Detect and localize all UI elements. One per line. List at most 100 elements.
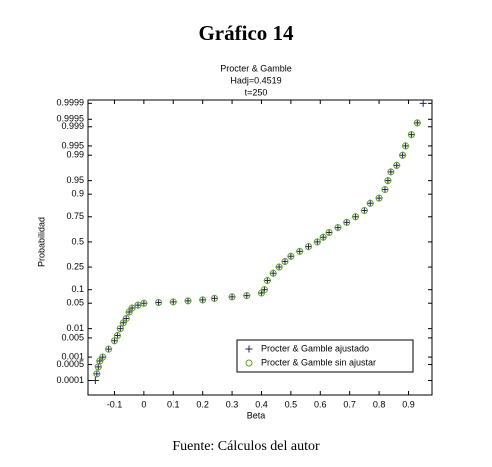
point <box>419 99 427 107</box>
point <box>260 286 268 294</box>
legend-label: Procter & Gamble ajustado <box>261 343 369 353</box>
point <box>169 298 177 306</box>
x-tick-label: 0.5 <box>285 399 298 409</box>
point <box>110 337 118 345</box>
point <box>319 233 327 241</box>
point <box>375 194 383 202</box>
point <box>313 238 321 246</box>
y-tick-label: 0.9 <box>71 189 84 199</box>
point <box>393 161 401 169</box>
point <box>325 228 333 236</box>
point <box>116 325 124 333</box>
point <box>134 301 142 309</box>
point <box>94 363 102 371</box>
point <box>413 119 421 127</box>
point <box>313 238 321 246</box>
point <box>91 377 99 385</box>
x-tick-label: 0.2 <box>196 399 209 409</box>
point <box>296 247 304 255</box>
point <box>169 298 177 306</box>
y-tick-label: 0.5 <box>71 236 84 246</box>
point <box>122 314 130 322</box>
point <box>122 314 130 322</box>
point <box>93 370 101 378</box>
y-tick-label: 0.25 <box>66 261 84 271</box>
point <box>366 199 374 207</box>
point <box>155 299 163 307</box>
point <box>384 177 392 185</box>
point <box>210 294 218 302</box>
y-axis-label: Probabilidad <box>36 217 46 267</box>
point <box>269 269 277 277</box>
point <box>334 224 342 232</box>
point <box>184 297 192 305</box>
point <box>387 168 395 176</box>
point <box>287 252 295 260</box>
point <box>375 194 383 202</box>
point <box>305 243 313 251</box>
point <box>407 131 415 139</box>
y-tick-label: 0.75 <box>66 211 84 221</box>
point <box>243 292 251 300</box>
x-tick-label: 0.4 <box>255 399 268 409</box>
point <box>399 151 407 159</box>
point <box>228 293 236 301</box>
y-tick-label: 0.001 <box>61 351 84 361</box>
subtitle: t=250 <box>245 87 268 97</box>
point <box>334 224 342 232</box>
x-tick-label: 0.8 <box>373 399 386 409</box>
y-tick-label: 0.05 <box>66 298 84 308</box>
point <box>384 177 392 185</box>
point <box>399 151 407 159</box>
point <box>352 213 360 221</box>
point <box>263 277 271 285</box>
x-tick-label: 0 <box>141 399 146 409</box>
x-tick-label: 0.9 <box>402 399 415 409</box>
y-tick-label: 0.995 <box>61 140 84 150</box>
point <box>263 277 271 285</box>
point <box>366 199 374 207</box>
subtitle: Hadj=0.4519 <box>230 75 281 85</box>
point <box>155 299 163 307</box>
y-tick-label: 0.005 <box>61 332 84 342</box>
point <box>140 299 148 307</box>
point <box>113 332 121 340</box>
plot-frame <box>87 99 433 396</box>
footer: Fuente: Cálculos del autor <box>172 439 320 454</box>
point <box>269 269 277 277</box>
point <box>110 337 118 345</box>
point <box>402 142 410 150</box>
x-tick-label: 0.6 <box>314 399 327 409</box>
point <box>275 263 283 271</box>
y-tick-label: 0.01 <box>66 323 84 333</box>
legend-marker <box>245 359 253 367</box>
point <box>402 142 410 150</box>
point <box>113 332 121 340</box>
y-tick-label: 0.9999 <box>56 98 84 108</box>
legend-marker <box>245 345 253 353</box>
y-tick-label: 0.0001 <box>56 375 84 385</box>
x-tick-label: -0.1 <box>107 399 123 409</box>
y-tick-label: 0.999 <box>61 121 84 131</box>
point <box>393 161 401 169</box>
x-tick-label: 0.3 <box>226 399 239 409</box>
x-tick-label: 0.7 <box>343 399 356 409</box>
y-tick-label: 0.9995 <box>56 114 84 124</box>
point <box>296 247 304 255</box>
chart-title: Gráfico 14 <box>198 21 294 45</box>
point <box>275 263 283 271</box>
y-tick-label: 0.95 <box>66 175 84 185</box>
point <box>140 299 148 307</box>
point <box>381 186 389 194</box>
point <box>243 292 251 300</box>
point <box>287 252 295 260</box>
subtitle: Procter & Gamble <box>220 63 292 73</box>
point <box>387 168 395 176</box>
point <box>199 296 207 304</box>
point <box>228 293 236 301</box>
legend-box <box>236 339 414 373</box>
point <box>105 345 113 353</box>
point <box>305 243 313 251</box>
point <box>210 294 218 302</box>
point <box>116 325 124 333</box>
